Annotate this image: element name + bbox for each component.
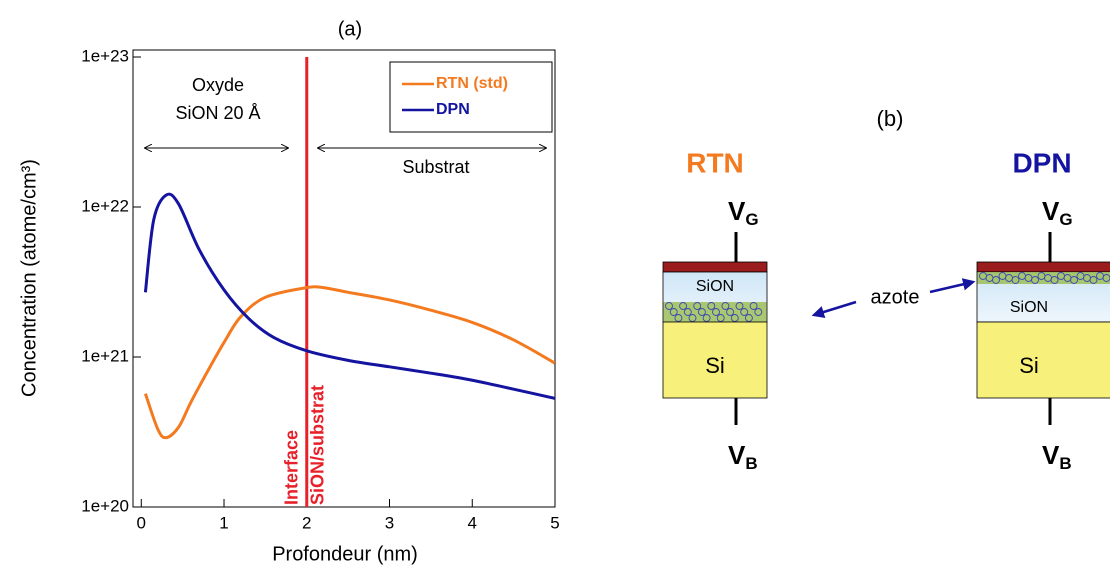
data-line [143,192,555,400]
nitrogen-atom [1089,276,1098,284]
nitrogen-atom [744,314,753,322]
nitrogen-atom [1070,276,1078,284]
x-tick-label: 3 [385,513,394,532]
nitrogen-annotation: azote [871,286,920,308]
nitrogen-atom [679,302,688,310]
x-tick-label: 0 [137,513,146,532]
terminal-label: VG [728,196,759,230]
oxide-annotation: SiON 20 Å [175,103,260,123]
terminal-base: V [728,196,746,226]
y-axis-label: Concentration (atome/cm³) [18,159,40,397]
y-tick-label: 1e+22 [81,196,129,215]
nitrogen-atom [688,314,697,322]
legend-label: DPN [436,101,470,118]
substrate-annotation: Substrat [402,157,469,177]
x-axis-label: Profondeur (nm) [272,543,418,565]
nitrogen-atom [1102,274,1110,282]
nitrogen-atom [693,302,702,310]
x-tick-label: 1 [219,513,228,532]
legend-label: RTN (std) [436,75,508,92]
substrate-layer [662,321,768,399]
nitrogen-atom [749,302,758,310]
substrate-label: Si [705,353,725,378]
y-tick-label: 1e+21 [81,346,129,365]
diagram-label: (b) [877,106,904,131]
terminal-label: VB [1042,440,1072,474]
nitrogen-atom [735,302,744,310]
nitrogen-atom [702,314,711,322]
interface-label: SiON/substrat [308,385,328,505]
substrate-layer [976,321,1110,399]
terminal-label: VG [1042,196,1073,230]
x-tick-label: 2 [302,513,311,532]
nitrogen-atom [683,308,692,316]
terminal-sub: G [745,210,758,229]
terminal-sub: G [1059,210,1072,229]
x-tick-label: 5 [550,513,559,532]
terminal-sub: B [1059,454,1071,473]
oxide-label: SiON [1010,299,1048,316]
nitrogen-atom [730,314,739,322]
nitrogen-atom [1011,276,1020,284]
nitrogen-atom [726,308,735,316]
terminal-sub: B [745,454,757,473]
nitrogen-atom [707,302,716,310]
x-tick-label: 4 [468,513,477,532]
terminal-base: V [1042,440,1060,470]
y-tick-label: 1e+23 [81,46,129,65]
nitrogen-atom [1031,276,1039,284]
nitrogen-arrow [929,278,976,294]
nitrogen-atom [669,308,678,316]
substrate-label: Si [1019,353,1039,378]
legend-box [389,61,553,133]
nitrogen-atom [697,308,706,316]
nitrogen-atom [665,302,673,310]
y-tick-label: 1e+20 [81,496,129,515]
nitrogen-atom [992,276,1000,284]
nitrogen-atom [1050,276,1059,284]
plot-frame [132,49,556,508]
nitrogen-arrow [811,300,857,319]
nitrogen-atom [754,308,763,316]
interface-label: Interface [282,430,302,505]
nitrogen-atom [740,308,749,316]
data-line [143,285,555,440]
oxide-label: SiON [696,278,734,295]
oxide-annotation: Oxyde [192,75,244,95]
device-title: RTN [686,147,744,178]
terminal-base: V [728,440,746,470]
nitrogen-atom [716,314,725,322]
chart-title: (a) [338,18,362,40]
gate-layer [662,261,768,273]
nitrogen-atom [674,314,683,322]
terminal-base: V [1042,196,1060,226]
nitrogen-atom [712,308,720,316]
terminal-label: VB [728,440,758,474]
device-title: DPN [1012,147,1071,178]
gate-layer [976,261,1110,273]
nitrogen-atom [721,302,730,310]
